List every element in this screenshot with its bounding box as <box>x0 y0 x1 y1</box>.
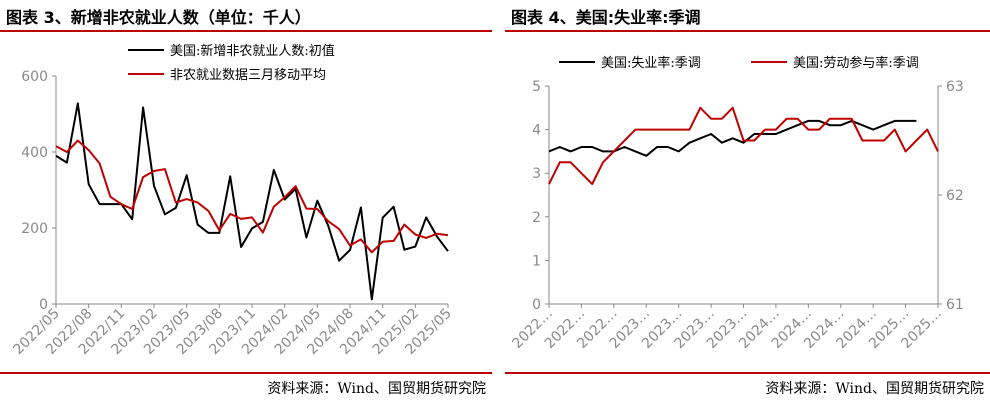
title-rule <box>505 30 990 32</box>
y-tick-label: 0 <box>39 297 48 313</box>
y2-tick-label: 62 <box>946 188 964 204</box>
y2-tick-label: 63 <box>946 79 964 95</box>
y-tick-label: 4 <box>532 123 541 139</box>
y2-tick-label: 61 <box>946 297 964 313</box>
y-tick-label: 600 <box>21 69 48 85</box>
chart-title: 图表 3、新增非农就业人数（单位：千人） <box>6 8 311 27</box>
y-tick-label: 400 <box>21 145 48 161</box>
source-note: 资料来源：Wind、国贸期货研究院 <box>267 381 486 397</box>
y-tick-label: 200 <box>21 221 48 237</box>
legend-label-2: 非农就业数据三月移动平均 <box>170 68 326 83</box>
nonfarm-payrolls-chart: 02004006002022/052022/082022/112023/0220… <box>10 43 454 358</box>
y-tick-label: 0 <box>532 297 541 313</box>
series-line-1 <box>548 119 917 157</box>
unemployment-rate-chart: 0123456162632022…2022…2022…2023…2023…202… <box>509 55 964 352</box>
legend-label-2: 美国:劳动参与率:季调 <box>793 55 919 71</box>
legend-label-1: 美国:失业率:季调 <box>601 55 701 71</box>
y-tick-label: 5 <box>532 79 541 95</box>
y-tick-label: 3 <box>532 166 541 182</box>
title-rule <box>0 30 492 32</box>
chart-title: 图表 4、美国:失业率:季调 <box>511 8 701 27</box>
series-line-2 <box>548 106 939 186</box>
footer-rule <box>505 372 990 374</box>
legend-label-1: 美国:新增非农就业人数:初值 <box>170 43 335 59</box>
source-note: 资料来源：Wind、国贸期货研究院 <box>765 381 984 397</box>
footer-rule <box>0 372 492 374</box>
y-tick-label: 1 <box>532 253 541 269</box>
y-tick-label: 2 <box>532 210 541 226</box>
chart-panel-right: 图表 4、美国:失业率:季调 0 1 2 3 4 5 61 62 63 2022… 2022… 202… <box>505 0 990 403</box>
series-line-2 <box>55 139 449 254</box>
chart-panel-left: 图表 3、新增非农就业人数（单位：千人） 0 200 400 600 2022/05 20… <box>0 0 492 403</box>
series-line-1 <box>55 102 449 301</box>
